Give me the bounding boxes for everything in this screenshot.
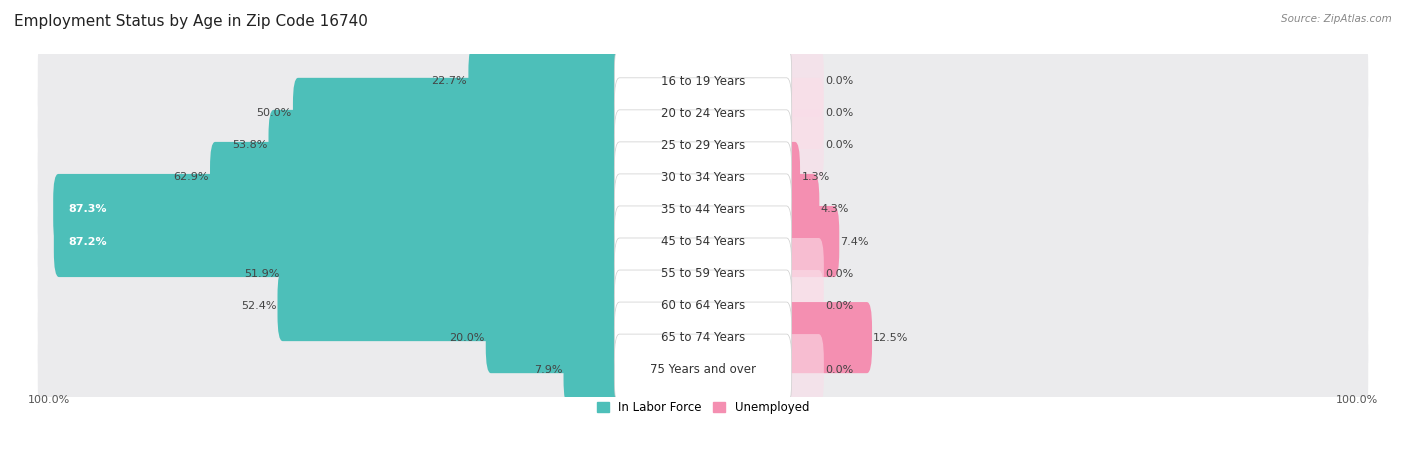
FancyBboxPatch shape [782,302,872,373]
FancyBboxPatch shape [277,270,624,341]
Text: 7.4%: 7.4% [841,236,869,247]
FancyBboxPatch shape [614,206,792,277]
Text: 60 to 64 Years: 60 to 64 Years [661,299,745,312]
Text: 16 to 19 Years: 16 to 19 Years [661,75,745,88]
FancyBboxPatch shape [782,270,824,341]
FancyBboxPatch shape [38,84,1368,207]
FancyBboxPatch shape [614,270,792,341]
Text: 30 to 34 Years: 30 to 34 Years [661,171,745,184]
FancyBboxPatch shape [782,238,824,309]
Text: 4.3%: 4.3% [821,204,849,215]
Text: 55 to 59 Years: 55 to 59 Years [661,267,745,280]
Legend: In Labor Force, Unemployed: In Labor Force, Unemployed [592,396,814,419]
FancyBboxPatch shape [782,174,820,245]
Text: 87.2%: 87.2% [69,236,107,247]
FancyBboxPatch shape [614,78,792,149]
FancyBboxPatch shape [38,212,1368,335]
Text: 0.0%: 0.0% [825,108,853,118]
Text: 65 to 74 Years: 65 to 74 Years [661,331,745,344]
Text: 62.9%: 62.9% [173,172,208,183]
Text: Employment Status by Age in Zip Code 16740: Employment Status by Age in Zip Code 167… [14,14,368,28]
FancyBboxPatch shape [782,110,824,181]
Text: 35 to 44 Years: 35 to 44 Years [661,203,745,216]
FancyBboxPatch shape [614,46,792,117]
Text: 7.9%: 7.9% [534,365,562,375]
Text: 25 to 29 Years: 25 to 29 Years [661,139,745,152]
FancyBboxPatch shape [614,110,792,181]
Text: 0.0%: 0.0% [825,76,853,86]
FancyBboxPatch shape [614,142,792,213]
Text: 51.9%: 51.9% [245,268,280,279]
FancyBboxPatch shape [292,78,624,149]
FancyBboxPatch shape [485,302,624,373]
Text: 0.0%: 0.0% [825,268,853,279]
Text: 20 to 24 Years: 20 to 24 Years [661,107,745,120]
FancyBboxPatch shape [38,148,1368,271]
Text: 52.4%: 52.4% [240,300,276,311]
Text: 100.0%: 100.0% [28,395,70,405]
FancyBboxPatch shape [38,20,1368,143]
FancyBboxPatch shape [614,174,792,245]
Text: 75 Years and over: 75 Years and over [650,363,756,376]
FancyBboxPatch shape [38,52,1368,175]
Text: 20.0%: 20.0% [449,333,485,343]
Text: 53.8%: 53.8% [232,140,267,151]
Text: 22.7%: 22.7% [432,76,467,86]
Text: 100.0%: 100.0% [1336,395,1378,405]
FancyBboxPatch shape [38,116,1368,239]
Text: 0.0%: 0.0% [825,140,853,151]
Text: Source: ZipAtlas.com: Source: ZipAtlas.com [1281,14,1392,23]
FancyBboxPatch shape [38,308,1368,431]
FancyBboxPatch shape [281,238,624,309]
Text: 1.3%: 1.3% [801,172,830,183]
FancyBboxPatch shape [53,206,624,277]
FancyBboxPatch shape [614,334,792,405]
FancyBboxPatch shape [782,78,824,149]
Text: 50.0%: 50.0% [256,108,291,118]
FancyBboxPatch shape [782,142,800,213]
Text: 0.0%: 0.0% [825,365,853,375]
FancyBboxPatch shape [38,180,1368,303]
Text: 12.5%: 12.5% [873,333,908,343]
FancyBboxPatch shape [209,142,624,213]
FancyBboxPatch shape [38,276,1368,399]
FancyBboxPatch shape [614,238,792,309]
FancyBboxPatch shape [782,334,824,405]
FancyBboxPatch shape [468,46,624,117]
Text: 87.3%: 87.3% [67,204,107,215]
FancyBboxPatch shape [782,46,824,117]
Text: 0.0%: 0.0% [825,300,853,311]
FancyBboxPatch shape [782,206,839,277]
Text: 45 to 54 Years: 45 to 54 Years [661,235,745,248]
FancyBboxPatch shape [53,174,624,245]
FancyBboxPatch shape [38,244,1368,367]
FancyBboxPatch shape [269,110,624,181]
FancyBboxPatch shape [564,334,624,405]
FancyBboxPatch shape [614,302,792,373]
